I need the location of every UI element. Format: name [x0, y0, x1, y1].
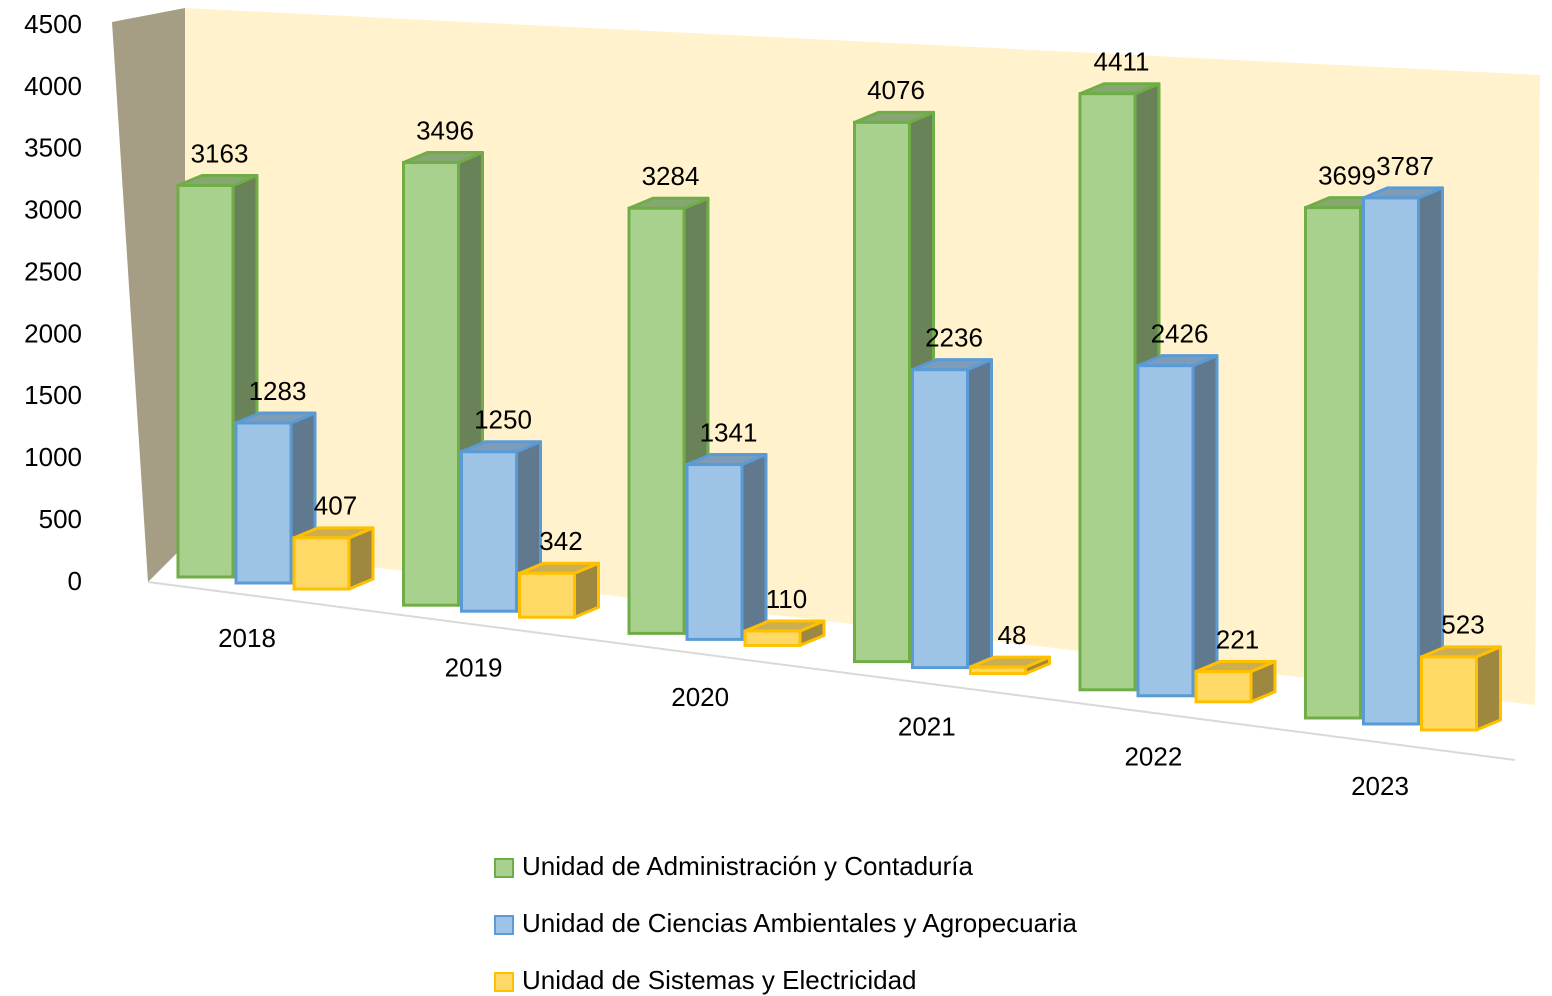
data-label: 4076 — [867, 75, 925, 105]
bar-front — [1362, 196, 1420, 726]
legend-label: Unidad de Sistemas y Electricidad — [522, 965, 917, 995]
bar-front — [627, 206, 686, 635]
bar — [1420, 645, 1502, 732]
y-tick-label: 2500 — [24, 256, 82, 286]
bar-front — [402, 161, 460, 607]
bar — [911, 358, 993, 670]
bar-front — [969, 665, 1027, 676]
side-wall — [112, 8, 185, 582]
data-label: 3699 — [1318, 161, 1376, 191]
bar — [1362, 186, 1444, 726]
data-label: 3496 — [416, 115, 474, 145]
bar-front — [1136, 364, 1195, 698]
legend-label: Unidad de Administración y Contaduría — [522, 851, 973, 881]
bar-front — [911, 368, 969, 670]
bar-front — [460, 450, 518, 613]
data-label: 1250 — [474, 405, 532, 435]
data-label: 48 — [998, 620, 1027, 650]
bar-side — [1475, 645, 1502, 732]
y-tick-label: 1500 — [24, 380, 82, 410]
data-label: 110 — [766, 584, 807, 614]
bar — [292, 526, 375, 591]
y-tick-label: 2000 — [24, 318, 82, 348]
x-tick-label: 2023 — [1351, 771, 1409, 801]
bar — [969, 655, 1051, 676]
data-label: 3284 — [642, 161, 700, 191]
bar-front — [176, 183, 235, 579]
bar-front — [1304, 206, 1362, 720]
bar — [1194, 660, 1277, 704]
bar-side — [1417, 186, 1444, 726]
bar-front — [292, 536, 351, 591]
x-tick-label: 2018 — [218, 623, 276, 653]
data-label: 523 — [1441, 610, 1484, 640]
bar-front — [853, 120, 911, 664]
y-tick-label: 4500 — [24, 9, 82, 39]
y-tick-label: 3000 — [24, 195, 82, 225]
y-tick-label: 1000 — [24, 442, 82, 472]
x-tick-label: 2022 — [1124, 741, 1182, 771]
legend-swatch — [494, 915, 514, 935]
data-label: 2236 — [925, 323, 983, 353]
data-label: 221 — [1216, 624, 1259, 654]
data-label: 4411 — [1094, 47, 1150, 77]
data-label: 407 — [314, 491, 357, 521]
data-label: 1283 — [249, 376, 307, 406]
bar-front — [518, 571, 576, 619]
bar — [685, 453, 768, 641]
floor-edge — [147, 581, 1516, 761]
bar-side — [740, 453, 768, 641]
data-label: 2426 — [1151, 319, 1209, 349]
bar-front — [234, 421, 293, 585]
x-tick-label: 2020 — [671, 682, 729, 712]
legend-swatch — [494, 858, 514, 878]
y-tick-label: 3500 — [24, 133, 82, 163]
bar — [518, 561, 600, 619]
data-label: 3787 — [1376, 151, 1434, 181]
y-tick-label: 0 — [68, 566, 82, 596]
bar-front — [1420, 655, 1478, 732]
bar-side — [966, 358, 993, 670]
bar-front — [1078, 92, 1137, 692]
legend-label: Unidad de Ciencias Ambientales y Agropec… — [522, 908, 1078, 938]
bar-front — [685, 463, 744, 641]
legend-swatch — [494, 972, 514, 992]
data-label: 3163 — [191, 138, 249, 168]
data-label: 1341 — [700, 417, 758, 447]
bar — [1136, 354, 1219, 698]
bar-front — [1194, 670, 1253, 704]
y-tick-label: 4000 — [24, 71, 82, 101]
data-label: 342 — [539, 526, 582, 556]
bar — [743, 619, 826, 647]
x-tick-label: 2021 — [898, 712, 956, 742]
y-tick-label: 500 — [39, 504, 82, 534]
x-tick-label: 2019 — [445, 652, 503, 682]
bar-front — [743, 629, 802, 647]
bar-side — [1191, 354, 1219, 698]
